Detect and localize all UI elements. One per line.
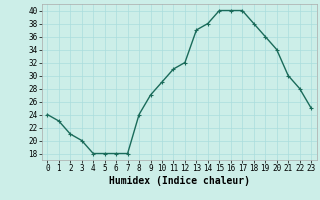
- X-axis label: Humidex (Indice chaleur): Humidex (Indice chaleur): [109, 176, 250, 186]
